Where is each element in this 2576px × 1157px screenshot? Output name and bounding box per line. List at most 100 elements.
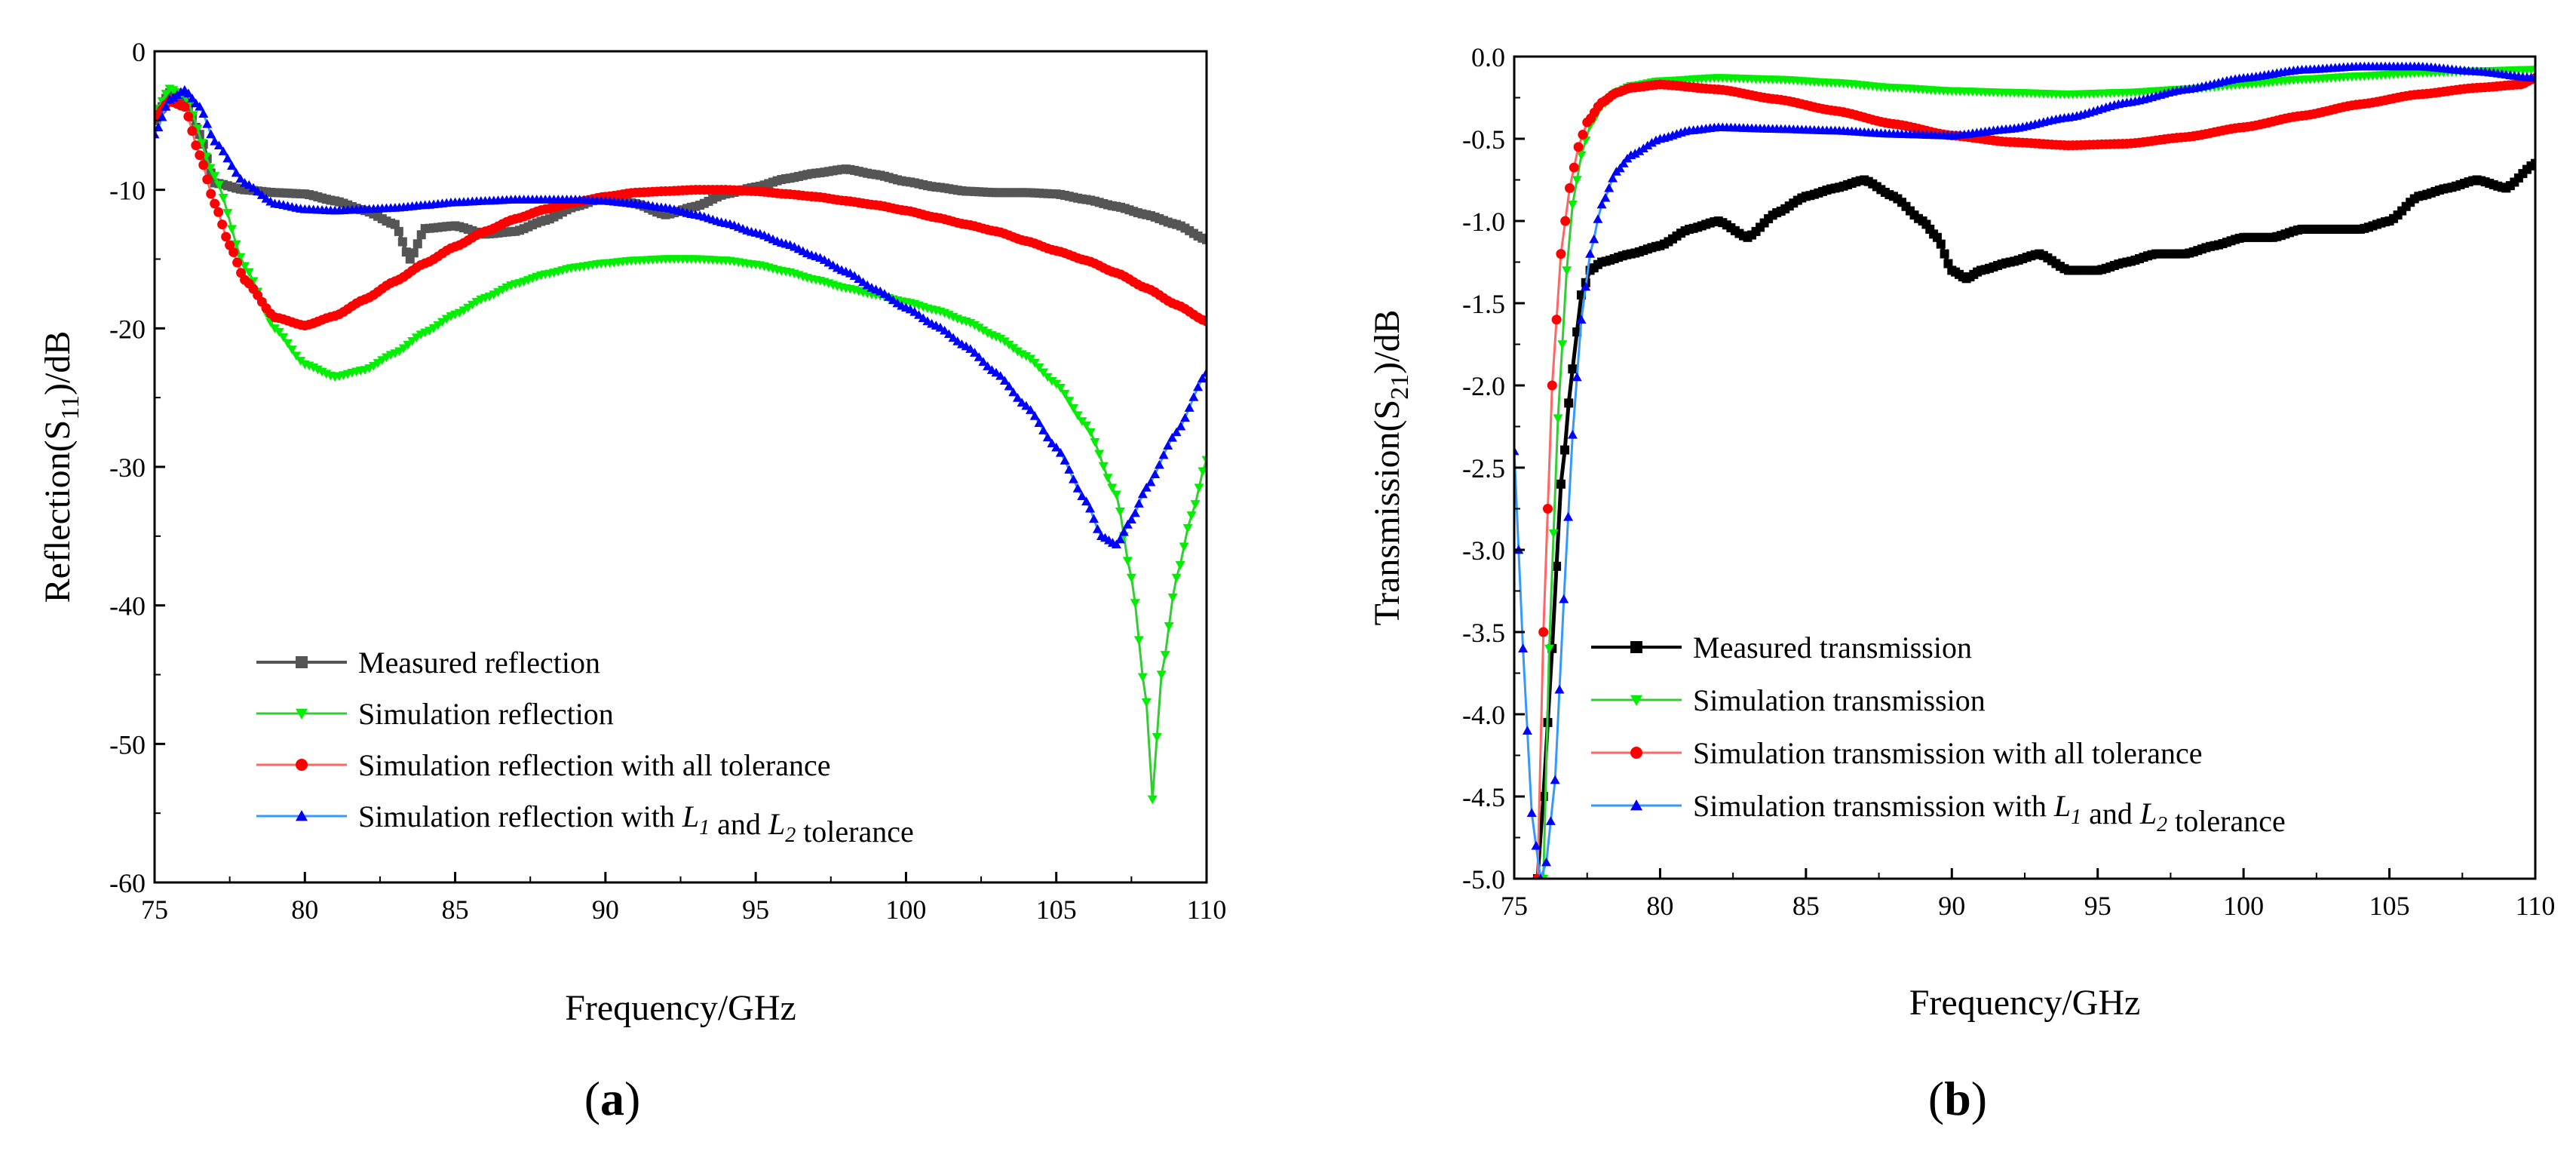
data-point-a-3-212 <box>1051 442 1062 452</box>
data-point-b-3-0 <box>1514 446 1520 456</box>
data-point-a-1-23 <box>244 268 254 278</box>
series-a-2 <box>155 96 1207 331</box>
data-point-b-1-8 <box>1576 151 1587 161</box>
data-point-a-3-194 <box>974 352 984 361</box>
data-point-a-1-242 <box>1179 542 1189 552</box>
data-point-a-1-22 <box>240 262 250 272</box>
data-point-a-1-61 <box>407 336 418 346</box>
y-tick-label-b-9: -4.5 <box>1462 782 1505 812</box>
legend-marker-a-2 <box>296 759 308 771</box>
data-point-b-3-30 <box>1634 146 1645 155</box>
legend-subscript-b-3-4: 2 <box>2157 813 2167 836</box>
data-point-a-1-216 <box>1072 411 1083 421</box>
y-axis-label-sub-a: 11 <box>57 395 84 420</box>
data-point-b-3-26 <box>1618 158 1629 167</box>
data-point-a-2-11 <box>191 140 201 151</box>
data-point-a-3-216 <box>1068 474 1078 483</box>
data-point-a-1-15 <box>210 172 220 181</box>
data-point-a-0-61 <box>401 247 411 257</box>
y-tick-label-b-7: -3.5 <box>1462 618 1505 648</box>
legend-text-a-2-0: Simulation reflection with all tolerance <box>358 748 830 782</box>
x-tick-label-b-3: 90 <box>1938 891 1965 921</box>
legend-subscript-a-3-4: 2 <box>785 824 796 847</box>
data-point-b-1-5 <box>1562 266 1572 275</box>
data-point-b-3-25 <box>1615 163 1625 173</box>
data-point-a-3-233 <box>1133 499 1144 508</box>
data-point-a-3-237 <box>1150 469 1161 478</box>
plot-area-a <box>155 84 1207 805</box>
legend-marker-a-3 <box>296 810 308 821</box>
y-tick-label-a-3: -30 <box>109 453 146 483</box>
x-tick-label-a-5: 100 <box>885 895 926 925</box>
data-point-a-2-16 <box>210 198 220 209</box>
data-point-a-3-22 <box>235 173 246 183</box>
x-tick-label-b-5: 100 <box>2223 891 2264 921</box>
data-point-a-1-238 <box>1164 622 1174 631</box>
data-point-a-1-224 <box>1107 483 1118 493</box>
data-point-b-3-29 <box>1630 149 1640 158</box>
x-tick-label-b-6: 105 <box>2369 891 2410 921</box>
data-point-b-3-20 <box>1596 199 1607 209</box>
legend-label-b-1: Simulation transmission <box>1693 683 1986 717</box>
data-point-a-1-225 <box>1111 490 1121 500</box>
legend-label-a-1: Simulation reflection <box>358 697 614 731</box>
panel-label-letter-b: b <box>1944 1072 1971 1125</box>
legend-symbol-a-3-1: L <box>682 799 699 833</box>
data-point-a-3-201 <box>1004 381 1014 391</box>
data-point-a-1-236 <box>1156 671 1167 680</box>
legend-text-a-3-6: tolerance <box>796 815 914 849</box>
legend-symbol-b-3-1: L <box>2053 789 2071 823</box>
data-point-a-3-17 <box>213 140 224 150</box>
data-point-b-0-97 <box>1936 239 1946 249</box>
y-tick-label-b-6: -3.0 <box>1462 536 1505 566</box>
y-tick-label-b-8: -4.0 <box>1462 700 1505 730</box>
data-point-b-3-31 <box>1638 143 1648 153</box>
data-point-b-0-98 <box>1940 249 1949 259</box>
series-b-2 <box>1532 72 2535 879</box>
data-point-b-2-3 <box>1547 380 1557 391</box>
y-tick-label-b-10: -5.0 <box>1462 864 1505 895</box>
data-point-a-1-193 <box>974 324 984 333</box>
x-tick-label-a-0: 75 <box>141 895 168 925</box>
data-point-a-0-63 <box>409 248 419 258</box>
series-line-a-3 <box>155 88 1207 546</box>
x-tick-label-b-7: 110 <box>2516 891 2556 921</box>
plot-area-b <box>1514 61 2535 879</box>
data-point-a-3-231 <box>1126 514 1136 523</box>
data-point-a-3-21 <box>231 167 241 177</box>
data-point-a-3-229 <box>1118 526 1129 536</box>
data-point-a-3-240 <box>1163 440 1173 450</box>
data-point-b-3-21 <box>1600 192 1611 202</box>
data-point-a-3-186 <box>940 325 950 335</box>
series-line-a-0 <box>155 91 1207 263</box>
data-point-a-3-199 <box>995 370 1006 380</box>
data-point-a-3-2 <box>157 112 167 121</box>
y-axis-label-b: Transmission(S21)/dB <box>1367 310 1414 626</box>
data-point-a-2-13 <box>198 160 209 170</box>
y-axis-label-main-b: Transmission(S <box>1367 400 1407 626</box>
data-point-a-2-18 <box>217 219 228 230</box>
legend-label-a-0: Measured reflection <box>358 646 600 680</box>
data-point-a-1-198 <box>995 334 1006 344</box>
y-tick-label-b-4: -2.0 <box>1462 371 1505 401</box>
data-point-b-3-12 <box>1563 511 1574 521</box>
data-point-a-3-235 <box>1141 483 1152 492</box>
data-point-b-2-10 <box>1578 130 1588 140</box>
data-point-b-1-4 <box>1557 340 1568 349</box>
data-point-a-1-235 <box>1152 732 1162 742</box>
data-point-b-3-17 <box>1585 249 1596 258</box>
data-point-a-1-246 <box>1194 483 1204 493</box>
data-point-a-1-199 <box>999 337 1010 347</box>
data-point-b-0-1 <box>1538 792 1548 801</box>
legend-text-b-2-0: Simulation transmission with all toleran… <box>1693 736 2202 770</box>
data-point-a-3-187 <box>943 329 954 339</box>
data-point-a-1-202 <box>1012 347 1023 357</box>
y-axis-label-main-a: Reflection(S <box>38 420 78 603</box>
chart-panel-a: 75 80 85 90 95 100 105 110 0 -10 -20 -30 -40 -50 -60 Fr… <box>38 37 1226 1125</box>
panel-label-open-a: ( <box>584 1072 600 1125</box>
data-point-b-3-6 <box>1538 873 1544 879</box>
x-tick-label-a-7: 110 <box>1187 895 1227 925</box>
data-point-a-3-188 <box>948 333 958 342</box>
data-point-a-2-14 <box>202 174 213 185</box>
data-point-b-3-9 <box>1550 775 1560 784</box>
